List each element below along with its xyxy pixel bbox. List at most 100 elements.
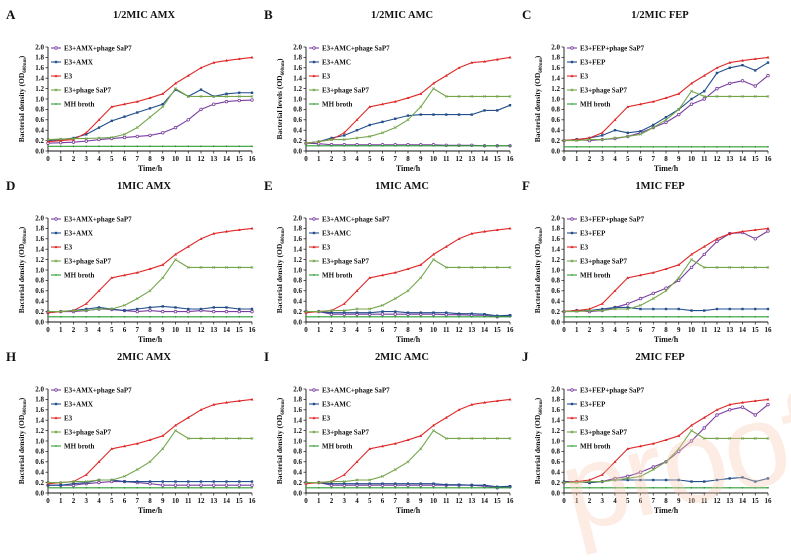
x-tick-label: 9 — [419, 155, 423, 163]
y-tick-label: 2.0 — [293, 214, 302, 222]
legend-item: MH broth — [51, 271, 95, 279]
chart-title: 1/2MIC AMC — [371, 10, 433, 21]
data-point — [766, 397, 770, 401]
data-point — [741, 315, 744, 318]
legend-label: MH broth — [580, 271, 611, 279]
data-point — [174, 87, 177, 91]
series-phage — [562, 89, 770, 143]
x-tick-label: 9 — [677, 326, 681, 334]
data-point — [767, 145, 769, 148]
x-tick-label: 8 — [664, 497, 668, 505]
data-point — [148, 115, 152, 119]
data-point — [394, 117, 397, 120]
data-point — [342, 302, 346, 305]
series-mh — [47, 486, 253, 489]
x-tick-label: 15 — [236, 326, 244, 334]
x-tick-label: 15 — [494, 155, 502, 163]
x-tick-label: 16 — [249, 326, 257, 334]
legend-label: MH broth — [322, 442, 353, 450]
y-axis-label-main: Bacterial density (OD — [533, 243, 542, 313]
data-point — [753, 436, 757, 440]
y-axis-label-main: Bacterial density (OD — [275, 243, 284, 313]
x-tick-label: 4 — [613, 326, 617, 334]
legend-item: E3+phage SaP7 — [309, 86, 369, 94]
data-point — [110, 478, 114, 482]
y-tick-label: 0.6 — [35, 458, 44, 466]
data-point — [84, 131, 88, 134]
x-tick-label: 2 — [72, 155, 76, 163]
y-tick-label: 1.0 — [551, 95, 560, 103]
data-point — [250, 55, 254, 59]
x-tick-label: 14 — [481, 155, 489, 163]
legend-label: MH broth — [64, 271, 95, 279]
y-tick-label: 1.4 — [293, 75, 302, 83]
data-point — [97, 289, 101, 292]
data-point — [381, 102, 384, 106]
legend-item: E3 — [567, 72, 589, 80]
x-tick-label: 3 — [343, 155, 347, 163]
chart-panel-H: H 2MIC AMX 0.0 0.2 0.4 0.6 0.8 1.0 1.2 1.4 1.6 1.8 2… — [6, 349, 256, 515]
y-tick-label: 2.0 — [35, 214, 44, 222]
legend: E3+AMC+phage SaP7 E3+AMC E3 E3+phage SaP7 MH… — [309, 215, 390, 279]
x-tick-label: 9 — [161, 326, 165, 334]
data-point — [715, 478, 719, 482]
data-point — [59, 145, 62, 148]
x-tick-label: 5 — [626, 497, 630, 505]
data-point — [419, 486, 422, 489]
legend-label: E3+phage SaP7 — [322, 428, 369, 436]
data-point — [317, 315, 320, 318]
x-tick-label: 4 — [613, 155, 617, 163]
data-point — [312, 217, 316, 221]
series-antibiotic — [562, 476, 770, 484]
data-point — [381, 486, 384, 489]
data-point — [626, 306, 629, 309]
y-axis-label-sub: 600nm — [281, 399, 286, 414]
data-point — [407, 315, 409, 318]
data-point — [495, 436, 499, 440]
data-point — [690, 97, 693, 101]
data-point — [84, 480, 88, 484]
data-point — [330, 144, 333, 147]
data-point — [496, 486, 499, 489]
data-point — [470, 484, 473, 487]
data-point — [664, 116, 668, 119]
data-point — [728, 232, 732, 235]
x-tick-label: 10 — [172, 326, 180, 334]
data-point — [508, 104, 512, 107]
data-point — [368, 307, 372, 311]
data-point — [677, 278, 681, 283]
data-point — [136, 480, 139, 483]
x-tick-label: 5 — [368, 326, 372, 334]
data-point — [483, 400, 486, 404]
legend-item: MH broth — [309, 442, 353, 450]
data-point — [342, 138, 346, 142]
data-point — [381, 131, 384, 135]
y-tick-label: 0.2 — [551, 479, 560, 487]
data-point — [381, 315, 384, 318]
data-point — [715, 66, 719, 69]
x-axis-label: Time/h — [138, 335, 163, 344]
data-point — [312, 259, 316, 263]
x-tick-label: 2 — [588, 155, 592, 163]
y-tick-label: 1.6 — [551, 235, 560, 243]
series-e3 — [46, 55, 254, 143]
x-tick-label: 13 — [726, 326, 734, 334]
y-tick-label: 0.2 — [293, 137, 302, 145]
data-point — [457, 483, 461, 486]
data-point — [677, 92, 681, 95]
data-point — [250, 436, 254, 440]
y-tick-label: 0.4 — [35, 298, 44, 306]
legend-label: E3 — [64, 72, 73, 80]
data-point — [46, 140, 50, 143]
data-point — [72, 145, 75, 148]
data-point — [330, 482, 333, 485]
y-tick-label: 1.2 — [35, 85, 44, 93]
x-tick-label: 5 — [626, 155, 630, 163]
data-point — [343, 144, 346, 147]
data-point — [508, 436, 512, 440]
data-point — [149, 315, 151, 318]
data-point — [161, 105, 165, 109]
chart-panel-D: D 1MIC AMX 0.0 0.2 0.4 0.6 0.8 1.0 1.2 1.4 1.6 1.8 2… — [6, 178, 256, 344]
data-point — [754, 486, 757, 489]
data-point — [212, 483, 216, 487]
